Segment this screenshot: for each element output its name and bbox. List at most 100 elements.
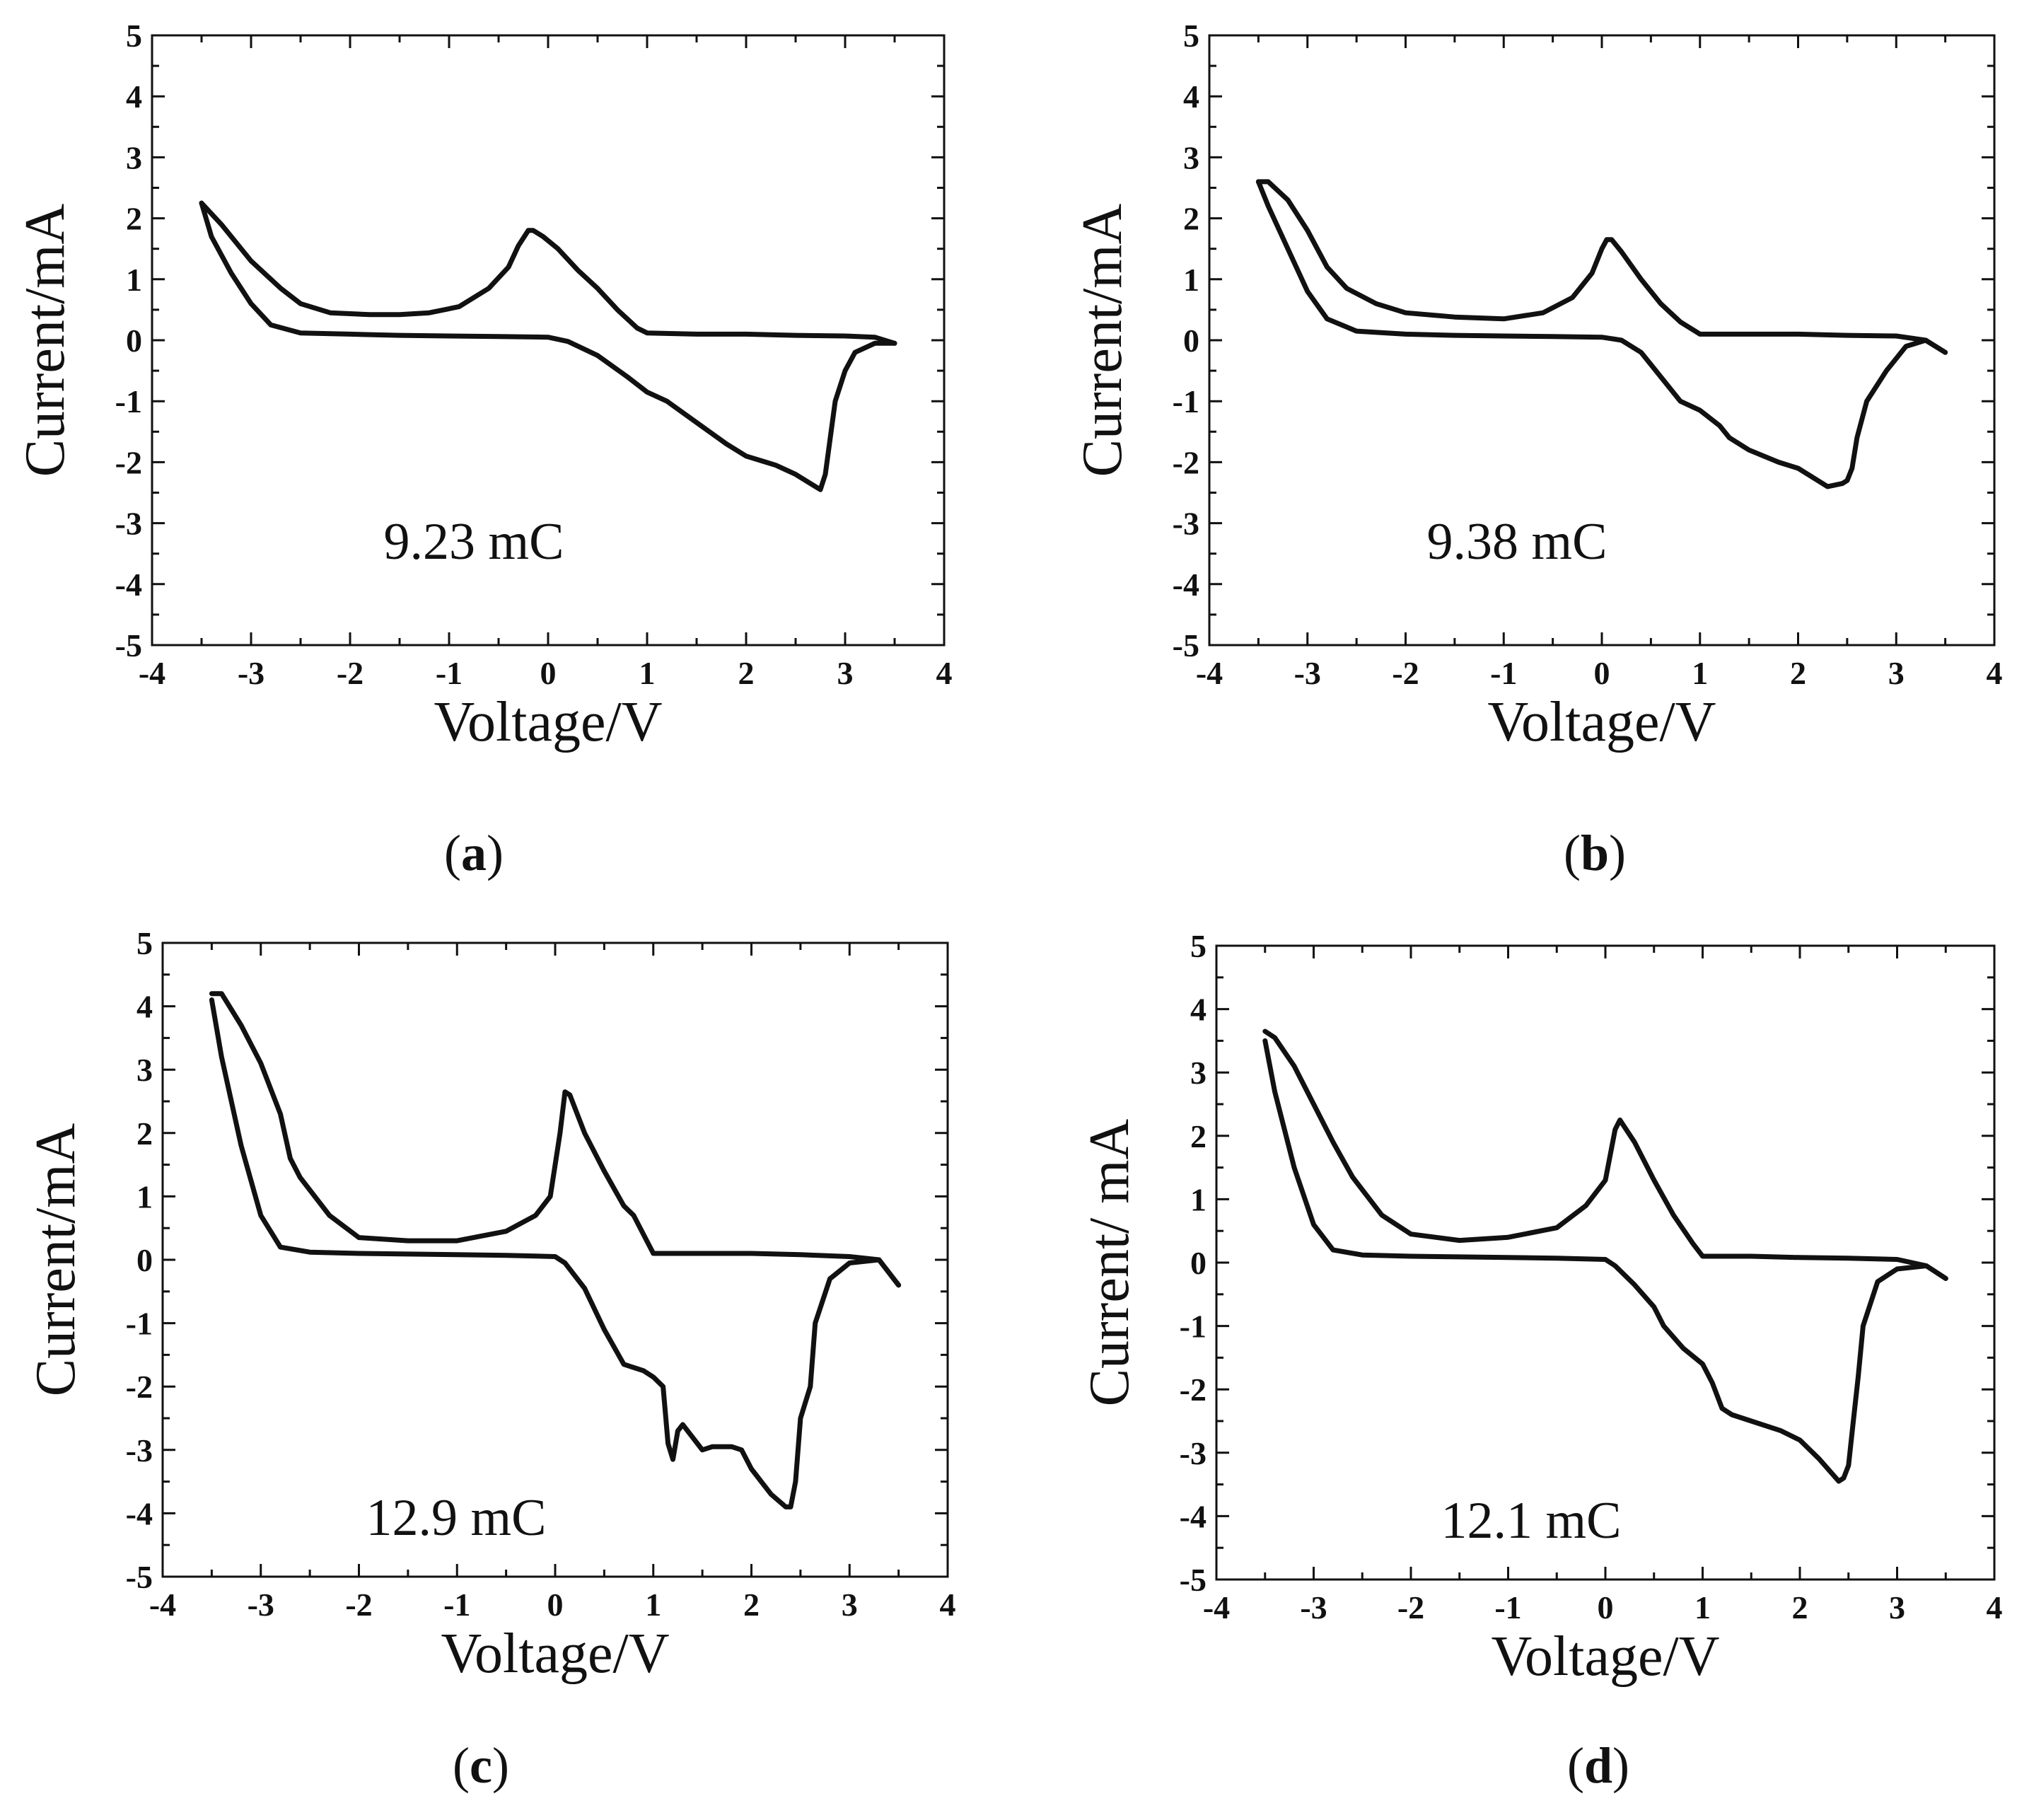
x-axis-title: Voltage/V [441, 1623, 670, 1685]
y-tick-label: -5 [1173, 627, 1199, 663]
x-tick-label: 3 [842, 1587, 858, 1623]
y-tick-label: -1 [126, 1306, 153, 1342]
x-tick-label: 1 [639, 655, 656, 691]
x-tick-label: 4 [936, 655, 953, 691]
x-tick-label: -2 [337, 655, 364, 691]
series-line-forward-scan [1255, 179, 1948, 355]
x-tick-label: -4 [149, 1587, 176, 1623]
y-tick-label: 4 [1190, 992, 1207, 1028]
series-line-forward-scan [209, 991, 902, 1288]
x-axis-title: Voltage/V [434, 691, 663, 753]
y-tick-label: 1 [136, 1178, 153, 1215]
series-line-reverse-scan [209, 997, 902, 1509]
series-line-forward-scan [1262, 1028, 1948, 1281]
chart-panel-c: -4 -3 -2 -1 0 1 2 3 4-5-4-3-2-1012345Voltage/VCu… [25, 925, 956, 1794]
y-tick-label: 5 [1190, 928, 1207, 964]
series-line-forward-scan [199, 200, 897, 346]
y-tick-label: 4 [136, 989, 153, 1025]
x-tick-label: 0 [1594, 655, 1610, 691]
y-tick-label: -5 [126, 1559, 153, 1595]
x-tick-label: -3 [248, 1587, 274, 1623]
x-tick-label: -4 [1203, 1589, 1230, 1625]
x-tick-label: 2 [1792, 1589, 1808, 1625]
y-tick-label: -2 [126, 1369, 153, 1405]
y-tick-label: -1 [115, 383, 142, 419]
x-tick-label: -1 [443, 1587, 470, 1623]
y-tick-label: 0 [1183, 323, 1199, 359]
y-tick-label: -4 [1180, 1498, 1207, 1534]
x-axis-title: Voltage/V [1488, 691, 1716, 753]
y-tick-label: -4 [126, 1495, 153, 1531]
y-tick-label: 3 [1183, 139, 1199, 175]
caption-letter: d [1584, 1737, 1612, 1794]
chart-panel-a: -4 -3 -2 -1 0 1 2 3 4-5-4-3-2-1012345Voltage/VCu… [14, 18, 953, 881]
y-tick-label: 3 [136, 1052, 153, 1088]
caption-open-paren: ( [453, 1737, 470, 1794]
x-tick-label: 2 [743, 1587, 760, 1623]
caption-letter: c [470, 1737, 492, 1794]
y-tick-label: -3 [1173, 506, 1199, 542]
y-tick-label: -5 [1180, 1562, 1207, 1598]
y-axis-title: Current/ mA [1079, 1118, 1141, 1406]
chart-panel-d: -4 -3 -2 -1 0 1 2 3 4-5-4-3-2-1012345Voltage/VCu… [1079, 928, 2003, 1794]
y-tick-label: 2 [1190, 1118, 1207, 1154]
caption-close-paren: ) [492, 1737, 509, 1794]
x-tick-label: 4 [940, 1587, 956, 1623]
y-axis-title: Current/mA [25, 1123, 87, 1396]
caption-open-paren: ( [1564, 825, 1581, 881]
x-tick-label: -3 [238, 655, 264, 691]
x-tick-label: 2 [738, 655, 755, 691]
y-tick-label: 3 [126, 139, 142, 175]
series-line-reverse-scan [1255, 179, 1948, 489]
x-tick-label: 1 [645, 1587, 661, 1623]
x-tick-label: 0 [547, 1587, 564, 1623]
x-tick-label: 4 [1987, 655, 2003, 691]
charge-annotation: 9.23 mC [384, 513, 564, 571]
y-tick-label: 0 [126, 323, 142, 359]
x-tick-label: 4 [1987, 1589, 2003, 1625]
x-tick-label: 0 [1598, 1589, 1614, 1625]
x-tick-label: -1 [1490, 655, 1517, 691]
y-tick-label: 5 [1183, 18, 1199, 54]
y-tick-label: 5 [126, 18, 142, 54]
caption-letter: b [1581, 825, 1609, 881]
caption-open-paren: ( [1567, 1737, 1584, 1794]
charge-annotation: 12.1 mC [1441, 1492, 1622, 1550]
x-tick-label: 1 [1694, 1589, 1711, 1625]
x-tick-label: -4 [139, 655, 165, 691]
y-tick-label: -4 [115, 567, 142, 603]
x-tick-label: -1 [436, 655, 463, 691]
y-tick-label: 0 [1190, 1245, 1207, 1281]
x-tick-label: -4 [1196, 655, 1223, 691]
y-tick-label: 4 [126, 79, 142, 115]
x-tick-label: 3 [1889, 1589, 1905, 1625]
x-tick-label: -1 [1494, 1589, 1521, 1625]
chart-panel-b: -4 -3 -2 -1 0 1 2 3 4-5-4-3-2-1012345Voltage/VCu… [1071, 18, 2003, 881]
y-axis-title: Current/mA [1071, 203, 1134, 477]
y-tick-label: 1 [1190, 1181, 1207, 1217]
y-axis-title: Current/mA [14, 203, 76, 477]
caption-close-paren: ) [1609, 825, 1626, 881]
x-tick-label: -3 [1294, 655, 1321, 691]
y-tick-label: -1 [1180, 1309, 1207, 1345]
x-tick-label: 3 [837, 655, 854, 691]
panel-caption: (a) [444, 825, 504, 881]
x-tick-label: -3 [1300, 1589, 1327, 1625]
y-tick-label: -5 [115, 627, 142, 663]
x-tick-label: -2 [1397, 1589, 1424, 1625]
y-tick-label: 2 [136, 1115, 153, 1152]
y-tick-label: -2 [115, 444, 142, 480]
y-tick-label: 2 [126, 201, 142, 237]
series-line-reverse-scan [1262, 1038, 1948, 1484]
caption-open-paren: ( [444, 825, 461, 881]
x-axis-title: Voltage/V [1492, 1625, 1720, 1688]
y-tick-label: 0 [136, 1242, 153, 1278]
x-tick-label: 3 [1888, 655, 1905, 691]
caption-letter: a [461, 825, 487, 881]
charge-annotation: 12.9 mC [366, 1489, 547, 1547]
y-tick-label: -3 [115, 506, 142, 542]
x-tick-label: 0 [540, 655, 557, 691]
caption-close-paren: ) [487, 825, 504, 881]
panel-caption: (b) [1564, 825, 1626, 881]
